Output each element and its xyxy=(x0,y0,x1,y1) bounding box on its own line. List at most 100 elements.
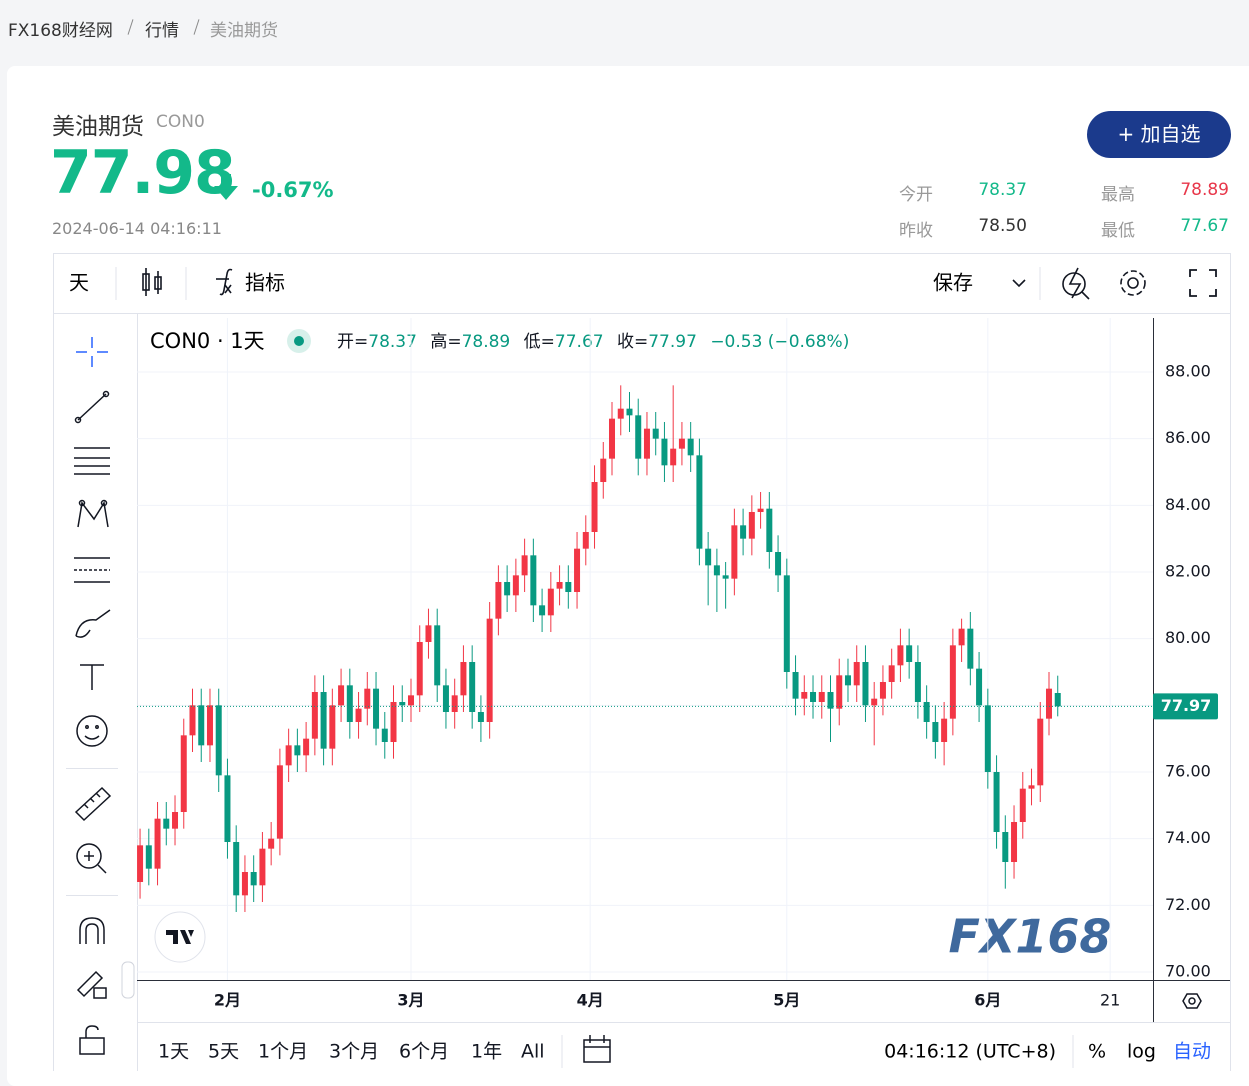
candle-body xyxy=(836,675,843,709)
indicators-button[interactable]: 指标 xyxy=(245,271,285,295)
down-arrow xyxy=(214,174,238,200)
y-tick-label: 80.00 xyxy=(1165,628,1211,647)
candle-body xyxy=(687,438,694,456)
y-tick-label: 70.00 xyxy=(1165,962,1211,981)
candle-body xyxy=(434,625,441,686)
breadcrumb-market[interactable]: 行情 xyxy=(145,21,179,41)
candle-body xyxy=(853,662,860,686)
candle-body xyxy=(801,692,808,699)
candle-body xyxy=(1011,822,1018,862)
candle-body xyxy=(949,645,956,719)
range-button[interactable]: 1个月 xyxy=(258,1041,308,1063)
x-tick-label: 4月 xyxy=(577,991,604,1010)
watermark: FX168 xyxy=(949,910,1112,964)
goto-date-icon[interactable] xyxy=(583,1035,611,1063)
candle-body xyxy=(574,548,581,592)
candle-body xyxy=(967,628,974,669)
candle-body xyxy=(879,682,886,699)
collapse-toolbar[interactable] xyxy=(121,961,135,999)
legend-change: −0.53 (−0.68%) xyxy=(710,332,849,352)
candle-body xyxy=(976,668,983,706)
range-button[interactable]: All xyxy=(521,1041,545,1063)
last-price-label: 77.97 xyxy=(1161,696,1212,715)
candle-body xyxy=(888,665,895,682)
legend-close: 77.97 xyxy=(648,332,697,352)
candle-body xyxy=(600,458,607,482)
legend-high: 78.89 xyxy=(462,332,511,352)
range-button[interactable]: 1年 xyxy=(471,1041,502,1063)
candle-body xyxy=(1037,718,1044,786)
candle-body xyxy=(215,705,222,776)
candle-body xyxy=(451,695,458,712)
candle-body xyxy=(862,662,869,706)
grid xyxy=(137,318,1153,980)
candle-body xyxy=(582,532,589,549)
stat-label: 今开 xyxy=(899,185,933,205)
candle-body xyxy=(346,685,353,722)
tv-logo-mark xyxy=(166,930,194,944)
candle-body xyxy=(416,642,423,696)
range-button[interactable]: 6个月 xyxy=(399,1041,449,1063)
candle-body xyxy=(407,695,414,706)
range-button[interactable]: 3个月 xyxy=(329,1041,379,1063)
legend-low: 77.67 xyxy=(555,332,604,352)
candle-body xyxy=(941,718,948,742)
candle-body xyxy=(617,408,624,419)
candle-body xyxy=(163,818,170,829)
candle-body xyxy=(547,588,554,616)
alert-icon[interactable] xyxy=(1062,267,1090,300)
candle-body xyxy=(329,705,336,749)
candle-body xyxy=(180,735,187,812)
candle-body xyxy=(906,645,913,662)
candle-body xyxy=(635,415,642,459)
candle-body xyxy=(469,662,476,712)
x-tick-label: 6月 xyxy=(974,991,1001,1010)
price-change: -0.67% xyxy=(252,178,334,202)
indicator-icon[interactable] xyxy=(216,268,233,296)
candle-body xyxy=(827,692,834,709)
candle-body xyxy=(250,872,257,886)
percent-toggle[interactable]: % xyxy=(1088,1041,1106,1063)
candle-body xyxy=(766,508,773,552)
candle-body xyxy=(1054,693,1061,707)
candle-body xyxy=(722,575,729,579)
candle-body xyxy=(810,692,817,702)
candle-body xyxy=(233,842,240,896)
candle-body xyxy=(460,662,467,696)
candle-body xyxy=(661,438,668,466)
drawing-tools[interactable] xyxy=(74,337,112,1055)
legend-open: 78.37 xyxy=(368,332,417,352)
x-tick-label: 3月 xyxy=(397,991,424,1010)
stat-value: 78.37 xyxy=(978,180,1027,200)
candle-body xyxy=(530,555,537,606)
candle-body xyxy=(643,428,650,459)
save-button[interactable]: 保存 xyxy=(933,271,973,295)
candle-body xyxy=(399,702,406,706)
fullscreen-icon[interactable] xyxy=(1189,269,1217,297)
settings-icon[interactable] xyxy=(1120,270,1146,296)
range-button[interactable]: 1天 xyxy=(158,1041,189,1063)
candle-body xyxy=(705,548,712,566)
candle-body xyxy=(495,582,502,619)
candle-body xyxy=(993,772,1000,832)
candle-body xyxy=(713,565,720,576)
log-toggle[interactable]: log xyxy=(1127,1041,1156,1063)
last-price: 77.98 xyxy=(50,138,236,208)
add-watchlist-button[interactable]: + 加自选 xyxy=(1087,111,1231,158)
status-dot xyxy=(294,336,304,346)
save-dropdown[interactable] xyxy=(1012,279,1026,288)
candle-body xyxy=(897,645,904,666)
candle-body xyxy=(731,525,738,579)
candle-body xyxy=(425,625,432,642)
range-button[interactable]: 5天 xyxy=(208,1041,239,1063)
interval-button[interactable]: 天 xyxy=(69,271,89,295)
candle-body xyxy=(932,722,939,742)
chart-type-icon[interactable] xyxy=(142,268,162,296)
tv-logo[interactable] xyxy=(154,911,206,963)
axis-settings-icon[interactable] xyxy=(1182,993,1202,1009)
breadcrumb-home[interactable]: FX168财经网 xyxy=(8,21,113,41)
instrument-code: CON0 xyxy=(156,112,205,132)
y-tick-label: 84.00 xyxy=(1165,495,1211,514)
auto-toggle[interactable]: 自动 xyxy=(1173,1041,1211,1063)
candle-body xyxy=(844,675,851,686)
